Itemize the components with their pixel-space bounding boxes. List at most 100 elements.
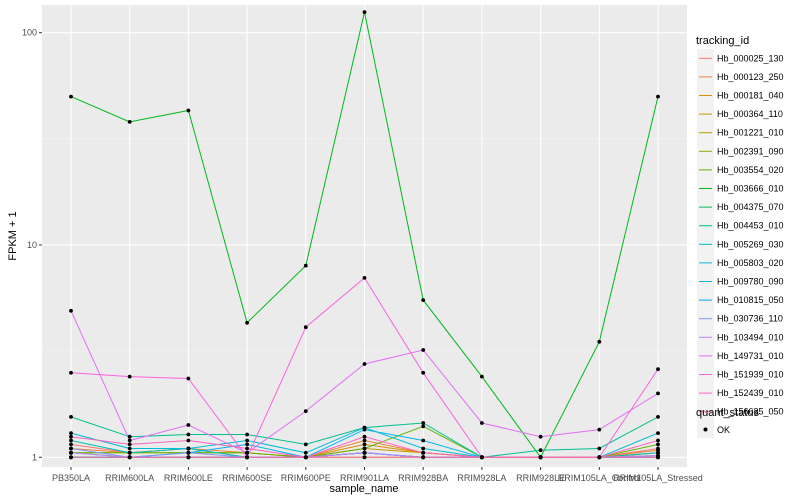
data-point <box>69 438 73 443</box>
data-point <box>538 455 543 460</box>
x-tick-label: RRIM105LA_Stressed <box>613 473 703 483</box>
data-point <box>656 442 660 447</box>
legend-label: Hb_002391_090 <box>717 146 784 156</box>
data-point <box>69 442 73 447</box>
data-point <box>421 455 426 460</box>
data-point <box>69 450 73 455</box>
data-point <box>421 446 426 451</box>
data-point <box>362 450 367 455</box>
data-point <box>303 450 308 455</box>
data-point <box>656 431 660 435</box>
data-point <box>303 325 308 330</box>
x-tick-label: RRIM901LA <box>340 473 389 483</box>
legend-label: Hb_001221_010 <box>717 128 784 138</box>
x-tick-label: RRIM928LA <box>457 473 506 483</box>
data-point <box>303 263 308 268</box>
data-point <box>480 421 484 425</box>
data-point <box>245 450 250 455</box>
data-point <box>127 446 132 451</box>
y-axis: 1 10 100 <box>22 28 42 462</box>
data-point <box>597 446 602 451</box>
legend-label: Hb_030736_110 <box>717 314 783 324</box>
data-point <box>538 434 543 439</box>
data-point <box>245 442 250 447</box>
data-point <box>127 120 132 124</box>
data-point <box>362 10 367 15</box>
legend-title: tracking_id <box>696 35 749 47</box>
data-point <box>362 362 367 366</box>
legend-label: Hb_004453_010 <box>717 221 784 231</box>
data-point <box>421 424 426 429</box>
legend-label: Hb_003666_010 <box>717 184 784 194</box>
data-point <box>303 442 308 447</box>
point-legend-title: quant_status <box>696 407 759 419</box>
data-point <box>69 434 73 439</box>
data-point <box>421 438 426 443</box>
data-point <box>480 374 484 379</box>
data-point <box>362 276 367 280</box>
y-tick-label: 1 <box>32 452 37 462</box>
data-point <box>597 427 602 432</box>
data-point <box>656 94 660 99</box>
data-point <box>69 415 73 419</box>
data-point <box>656 448 660 453</box>
legend-items: Hb_000025_130 Hb_000123_250 Hb_000181_040 H… <box>697 49 784 421</box>
legend-label: Hb_149731_010 <box>717 351 784 361</box>
data-point <box>69 446 73 451</box>
legend-label: Hb_000364_110 <box>717 109 783 119</box>
x-tick-label: PB350LA <box>52 473 90 483</box>
legend-label: Hb_000025_130 <box>717 53 784 63</box>
data-point <box>186 423 191 427</box>
legend-label: Hb_000181_040 <box>717 91 784 101</box>
x-tick-label: RRIM600PE <box>281 473 331 483</box>
data-point <box>186 376 191 381</box>
point-legend-symbol <box>703 427 708 432</box>
x-tick-label: RRIM600LE <box>164 473 213 483</box>
data-point <box>127 442 132 447</box>
data-point <box>186 455 191 460</box>
legend-label: Hb_156635_050 <box>717 407 784 417</box>
data-point <box>362 442 367 447</box>
legend-label: Hb_005269_030 <box>717 239 784 249</box>
data-point <box>421 450 426 455</box>
data-point <box>186 432 191 437</box>
data-point <box>186 450 191 455</box>
data-point <box>421 421 426 425</box>
data-point <box>186 438 191 443</box>
data-point <box>245 438 250 443</box>
legend-label: Hb_000123_250 <box>717 72 784 82</box>
data-point <box>245 446 250 451</box>
x-tick-label: RRIM928BA <box>398 473 448 483</box>
data-point <box>186 108 191 113</box>
legend: tracking_id Hb_000025_130Hb_000123_250Hb… <box>696 35 784 438</box>
y-tick-label: 100 <box>22 28 37 38</box>
data-point <box>597 339 602 344</box>
data-point <box>69 455 73 460</box>
legend-label: Hb_004375_070 <box>717 202 784 212</box>
x-axis-title: sample_name <box>329 483 398 495</box>
legend-label: Hb_005803_020 <box>717 258 784 268</box>
legend-label: Hb_009780_090 <box>717 277 784 287</box>
data-point <box>362 455 367 460</box>
data-point <box>656 455 660 460</box>
x-tick-label: RRIM600SE <box>222 473 272 483</box>
data-point <box>69 431 73 435</box>
data-point <box>127 455 132 460</box>
data-point <box>597 455 602 460</box>
y-axis-title: FPKM + 1 <box>7 211 19 260</box>
data-point <box>303 409 308 413</box>
point-legend-label: OK <box>717 425 730 435</box>
legend-label: Hb_103494_010 <box>717 332 784 342</box>
data-point <box>362 434 367 439</box>
data-point <box>421 348 426 352</box>
data-point <box>186 446 191 451</box>
legend-label: Hb_010815_050 <box>717 295 784 305</box>
data-point <box>656 438 660 443</box>
data-point <box>303 455 308 460</box>
y-tick-label: 10 <box>27 240 37 250</box>
data-point <box>656 367 660 372</box>
data-point <box>656 391 660 396</box>
data-point <box>127 438 132 443</box>
legend-label: Hb_151939_010 <box>717 370 784 380</box>
